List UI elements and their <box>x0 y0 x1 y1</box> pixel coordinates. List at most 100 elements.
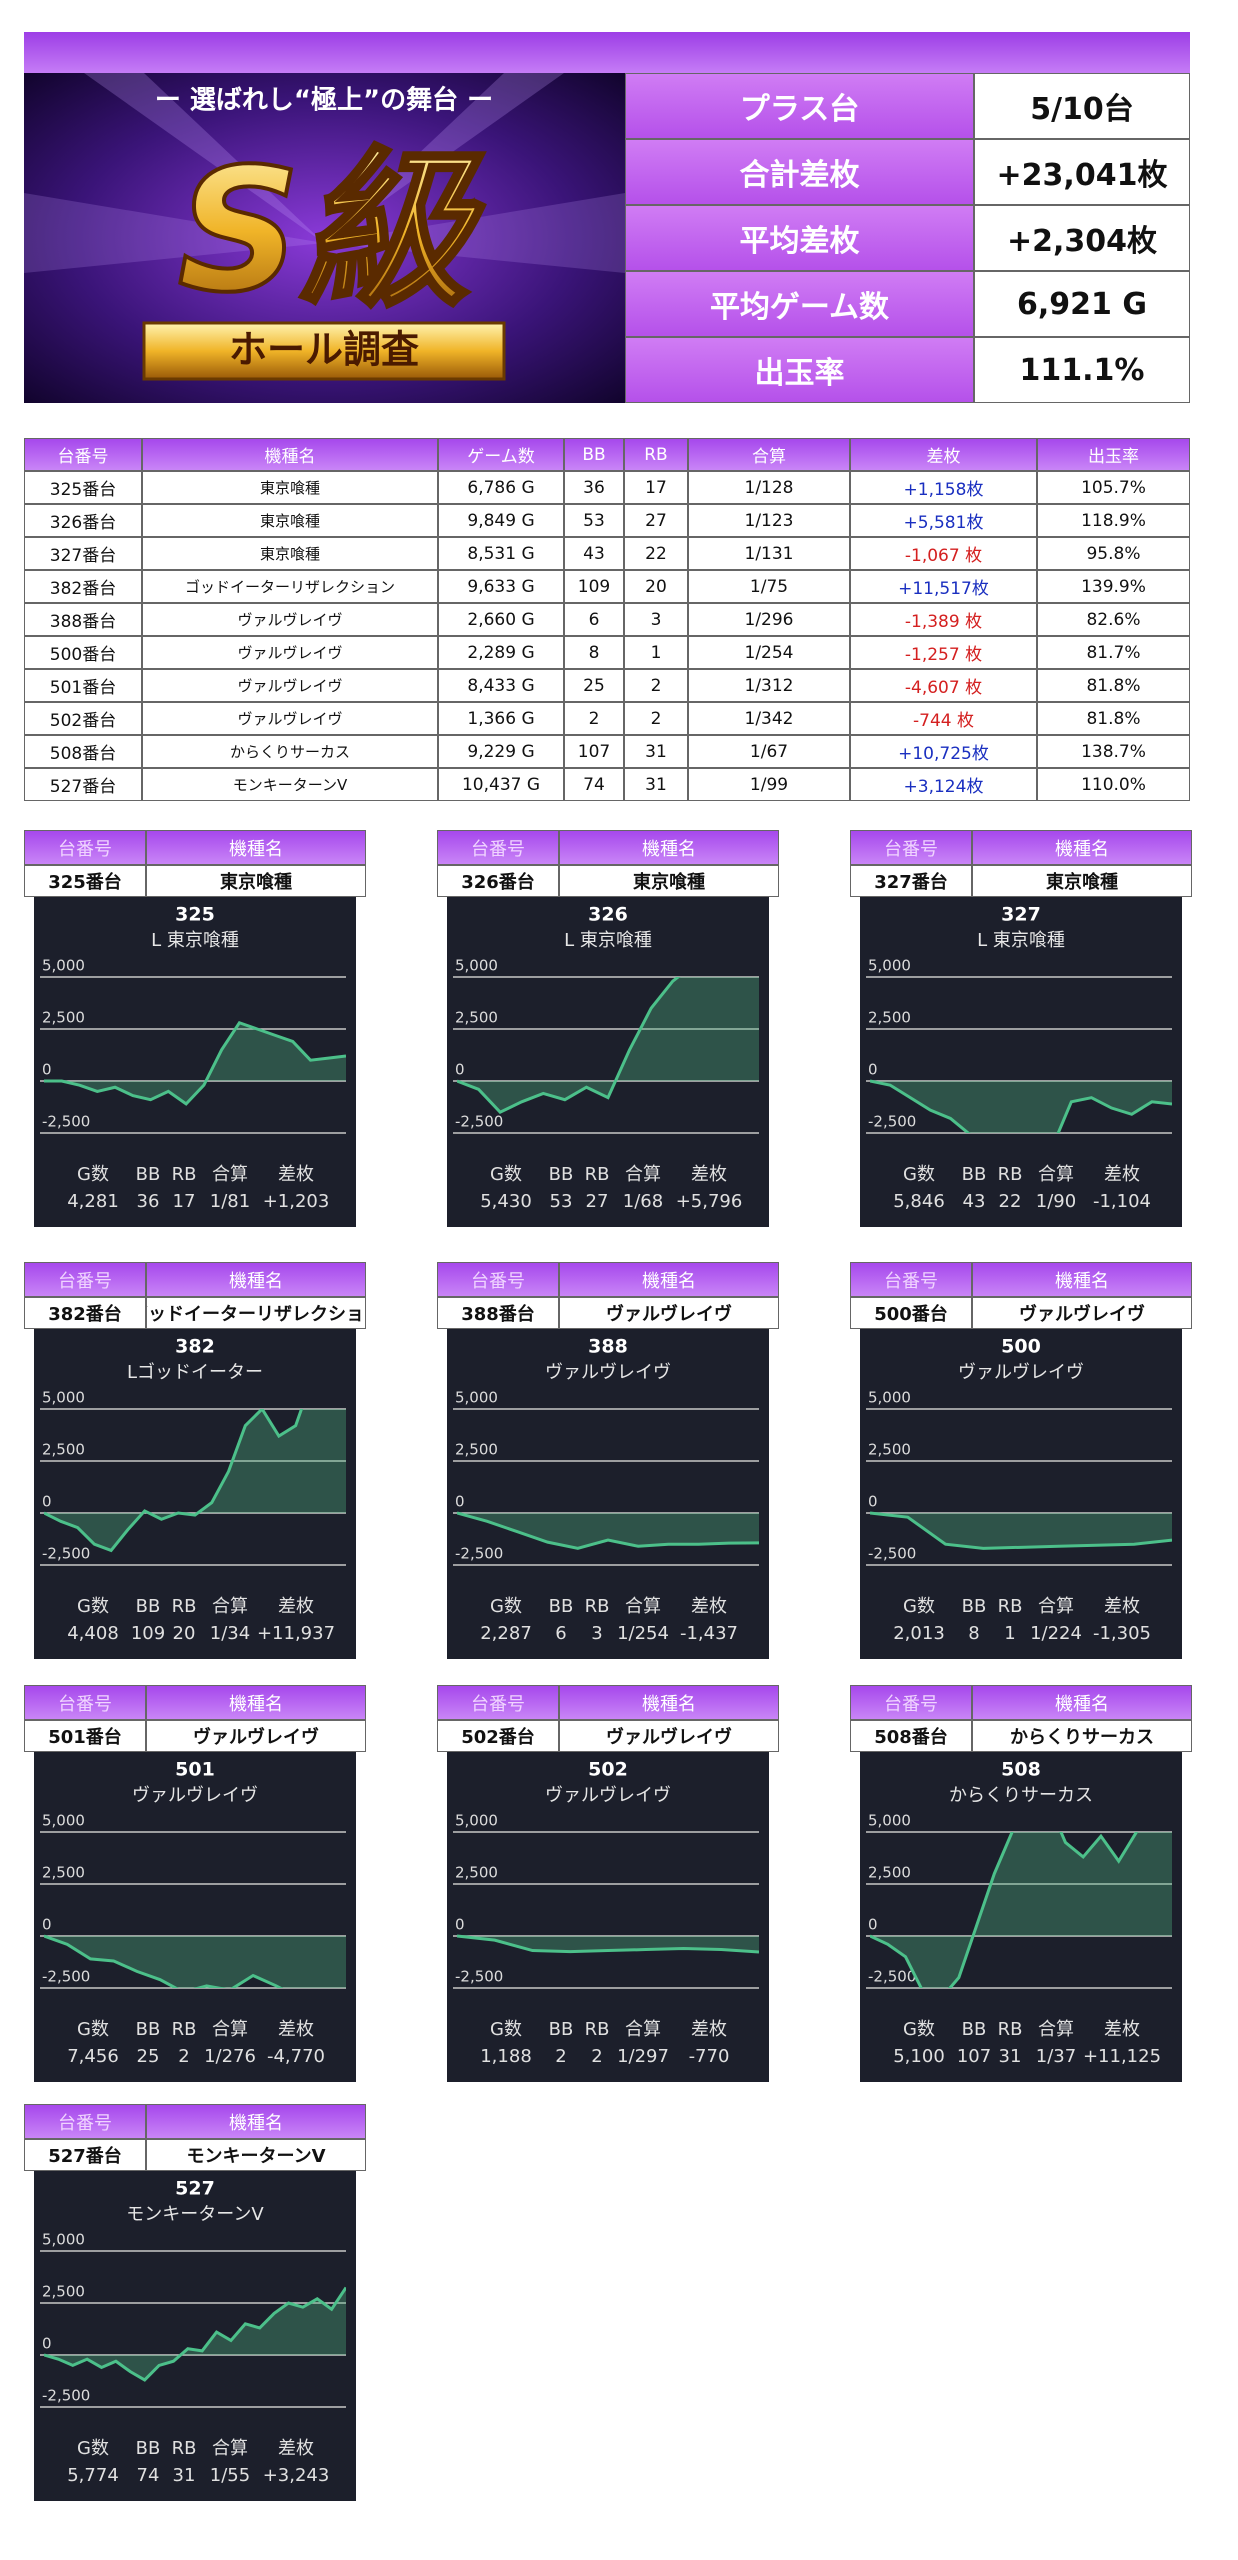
table-cell: 1/123 <box>688 504 850 537</box>
card-header: 台番号 <box>24 830 146 865</box>
card-model: ヴァルヴレイヴ <box>972 1297 1192 1329</box>
table-cell: 1/296 <box>688 603 850 636</box>
panel-bg <box>447 1329 769 1659</box>
card-header: 台番号 <box>24 1262 146 1297</box>
table-cell: 382番台 <box>24 570 142 603</box>
stat-header: BB <box>136 1164 161 1185</box>
stat-header: G数 <box>77 1164 109 1185</box>
y-tick-label: 0 <box>455 1493 465 1511</box>
graph-number: 501 <box>175 1759 215 1781</box>
card-unit: 501番台 <box>24 1720 146 1752</box>
stat-value: 1/55 <box>210 2465 250 2486</box>
card-unit: 325番台 <box>24 865 146 897</box>
card-header: 機種名 <box>972 1685 1192 1720</box>
card-header: 機種名 <box>559 830 779 865</box>
stat-value: 27 <box>586 1191 609 1212</box>
stat-header: RB <box>172 2438 197 2459</box>
stat-value: 1/37 <box>1036 2046 1076 2067</box>
y-tick-label: -2,500 <box>455 1968 503 1986</box>
card-header: 機種名 <box>146 830 366 865</box>
graph-name: ヴァルヴレイヴ <box>545 1785 671 1806</box>
table-cell: 27 <box>624 504 688 537</box>
table-cell: +10,725枚 <box>850 735 1037 768</box>
y-tick-label: 5,000 <box>455 957 498 975</box>
y-tick-label: -2,500 <box>42 1113 90 1131</box>
stat-header: BB <box>549 1596 574 1617</box>
table-cell: 43 <box>564 537 624 570</box>
table-cell: 10,437 G <box>438 768 564 801</box>
table-cell: 81.7% <box>1037 636 1190 669</box>
card-model: ヴァルヴレイヴ <box>559 1720 779 1752</box>
summary-value: 6,921 G <box>974 271 1190 337</box>
table-cell: 1 <box>624 636 688 669</box>
graph-line <box>870 1079 1172 1133</box>
stat-header: RB <box>585 1164 610 1185</box>
table-cell: 31 <box>624 735 688 768</box>
stat-value: 6 <box>555 1623 566 1644</box>
panel-bg <box>34 1752 356 2082</box>
graph-name: モンキーターンV <box>126 2204 264 2225</box>
table-cell: +11,517枚 <box>850 570 1037 603</box>
stat-header: G数 <box>903 1164 935 1185</box>
graph-number: 502 <box>588 1759 628 1781</box>
stat-value: 2,287 <box>480 1623 532 1644</box>
y-tick-label: -2,500 <box>42 1968 90 1986</box>
stat-header: 差枚 <box>691 1596 727 1617</box>
stat-value: 107 <box>957 2046 991 2067</box>
stat-value: 31 <box>173 2465 196 2486</box>
table-cell: 東京喰種 <box>142 537 438 570</box>
summary-label: 平均差枚 <box>625 205 974 271</box>
stat-value: 8 <box>968 1623 979 1644</box>
card-header: 機種名 <box>559 1685 779 1720</box>
card-unit: 326番台 <box>437 865 559 897</box>
y-tick-label: 2,500 <box>42 1009 85 1027</box>
y-tick-label: 0 <box>42 1916 52 1934</box>
table-cell: 110.0% <box>1037 768 1190 801</box>
graph-number: 500 <box>1001 1336 1041 1358</box>
stat-value: 1,188 <box>480 2046 532 2067</box>
table-cell: 20 <box>624 570 688 603</box>
stat-header: RB <box>998 1164 1023 1185</box>
banner-logo: S級 <box>178 132 485 330</box>
panel-bg <box>447 1752 769 2082</box>
card-model: からくりサーカス <box>972 1720 1192 1752</box>
card-unit: 508番台 <box>850 1720 972 1752</box>
table-cell: 527番台 <box>24 768 142 801</box>
graph-panel: 382 Lゴッドイーター 5,000 2,500 0 -2,500 G数 4,408 BB 109… <box>34 1329 356 1659</box>
graph-name: L 東京喰種 <box>977 930 1065 951</box>
table-cell: モンキーターンV <box>142 768 438 801</box>
graph-area <box>870 1081 1172 1133</box>
table-cell: 107 <box>564 735 624 768</box>
table-cell: 8,531 G <box>438 537 564 570</box>
table-cell: -1,257 枚 <box>850 636 1037 669</box>
stat-value: 74 <box>137 2465 160 2486</box>
graph-number: 382 <box>175 1336 215 1358</box>
stat-value: 1/224 <box>1030 1623 1082 1644</box>
card-header: 機種名 <box>559 1262 779 1297</box>
table-cell: 2 <box>624 669 688 702</box>
y-tick-label: 5,000 <box>868 1812 911 1830</box>
table-cell: 325番台 <box>24 471 142 504</box>
table-cell: 8 <box>564 636 624 669</box>
stat-header: 差枚 <box>691 1164 727 1185</box>
stat-header: G数 <box>490 1596 522 1617</box>
y-tick-label: 0 <box>868 1061 878 1079</box>
graph-name: ヴァルヴレイヴ <box>545 1362 671 1383</box>
table-cell: 2 <box>564 702 624 735</box>
table-cell: 1,366 G <box>438 702 564 735</box>
table-header: RB <box>624 438 688 471</box>
graph-area <box>44 1936 346 1988</box>
card-model: ヴァルヴレイヴ <box>146 1720 366 1752</box>
table-cell: ヴァルヴレイヴ <box>142 702 438 735</box>
table-header: 差枚 <box>850 438 1037 471</box>
table-cell: 6,786 G <box>438 471 564 504</box>
table-cell: 9,633 G <box>438 570 564 603</box>
stat-value: 2 <box>591 2046 602 2067</box>
table-cell: 1/128 <box>688 471 850 504</box>
graph-line <box>457 1511 759 1550</box>
stat-header: RB <box>998 1596 1023 1617</box>
stat-header: 差枚 <box>1104 1164 1140 1185</box>
y-tick-label: 2,500 <box>868 1441 911 1459</box>
stat-header: BB <box>136 2019 161 2040</box>
